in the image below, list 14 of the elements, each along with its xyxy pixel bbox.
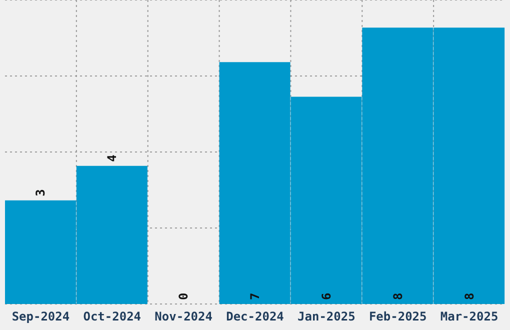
x-tick-label: Nov-2024 (154, 310, 212, 324)
x-tick-label: Sep-2024 (12, 310, 70, 324)
x-tick-label: Feb-2025 (368, 310, 427, 324)
x-tick-label: Mar-2025 (440, 310, 498, 324)
x-tick-label: Dec-2024 (226, 310, 284, 324)
data-label: 4 (105, 154, 120, 162)
data-label: 3 (34, 189, 48, 196)
x-tick-label: Jan-2025 (298, 310, 356, 324)
data-label: 7 (248, 292, 262, 300)
data-label: 6 (319, 292, 334, 300)
x-tick-label: Oct-2024 (83, 310, 142, 324)
data-label: 8 (462, 292, 476, 300)
data-label: 8 (390, 292, 405, 300)
data-label: 0 (176, 292, 191, 300)
